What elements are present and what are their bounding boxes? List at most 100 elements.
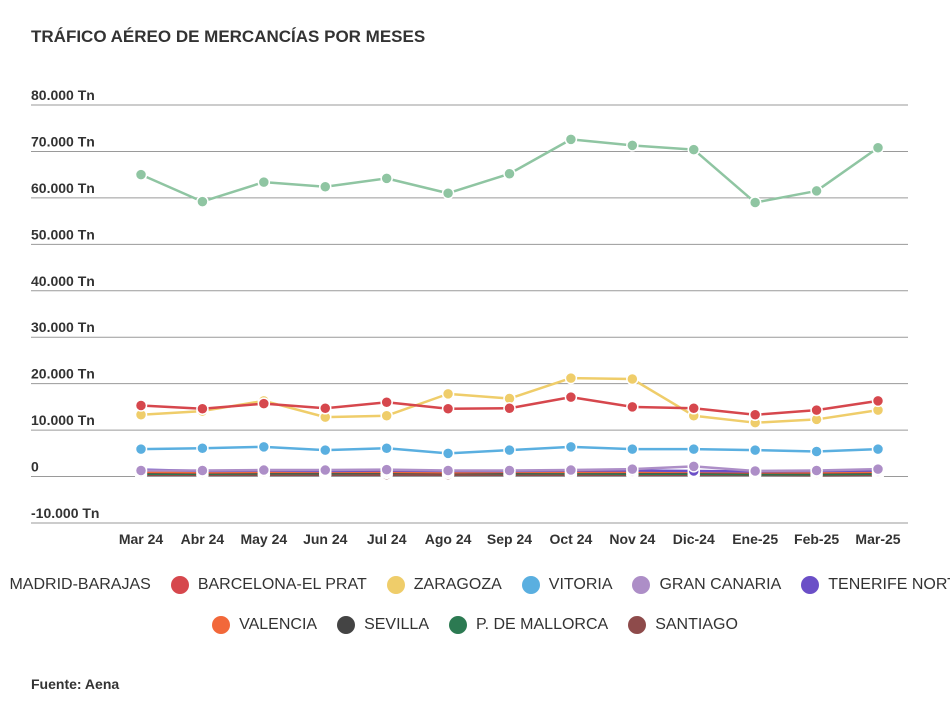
y-tick-label-6: 20.000 Tn (31, 366, 95, 382)
data-point-barcelona-el-prat-7 (564, 390, 578, 404)
data-point-barcelona-el-prat-4 (380, 395, 393, 409)
data-point-vitoria-1 (196, 441, 209, 455)
legend-marker (337, 616, 356, 634)
data-point-madrid-barajas-3 (319, 180, 332, 193)
x-tick-label-4: Jul 24 (367, 531, 407, 547)
data-point-madrid-barajas-0 (134, 168, 148, 181)
legend-marker (801, 576, 820, 594)
legend-marker (632, 576, 651, 594)
legend-item-gran-canaria[interactable]: GRAN CANARIA (632, 576, 781, 594)
data-point-vitoria-9 (687, 442, 700, 456)
legend-label: ZARAGOZA (413, 576, 502, 593)
legend-item-sevilla[interactable]: SEVILLA (337, 616, 429, 634)
data-point-vitoria-8 (626, 442, 639, 456)
data-point-madrid-barajas-2 (257, 175, 271, 189)
x-tick-label-9: Dic-24 (673, 531, 715, 547)
data-point-madrid-barajas-6 (503, 167, 516, 180)
legend-label: MADRID-BARAJAS (9, 576, 151, 593)
data-point-gran-canaria-9 (687, 460, 700, 473)
data-point-barcelona-el-prat-10 (748, 408, 762, 422)
data-point-barcelona-el-prat-11 (810, 403, 823, 417)
data-point-barcelona-el-prat-8 (626, 400, 639, 414)
legend-row-2: VALENCIA SEVILLA P. DE MALLORCA SANTIAGO (0, 616, 950, 634)
data-point-gran-canaria-12 (871, 462, 885, 476)
data-point-zaragoza-7 (564, 371, 578, 385)
data-point-vitoria-7 (564, 440, 578, 454)
y-tick-label-5: 30.000 Tn (31, 319, 95, 335)
data-point-madrid-barajas-5 (441, 186, 455, 200)
data-point-gran-canaria-2 (257, 463, 271, 477)
x-tick-label-2: May 24 (240, 531, 287, 547)
legend-label: VALENCIA (239, 616, 318, 633)
data-point-barcelona-el-prat-0 (134, 399, 148, 412)
source-note: Fuente: Aena (31, 676, 120, 692)
legend-item-zaragoza[interactable]: ZARAGOZA (386, 576, 502, 594)
legend-label: SANTIAGO (655, 616, 738, 633)
legend-item-barcelona-el-prat[interactable]: BARCELONA-EL PRAT (170, 576, 367, 594)
data-point-gran-canaria-8 (626, 462, 639, 476)
data-point-gran-canaria-6 (503, 464, 516, 477)
legend-item-vitoria[interactable]: VITORIA (521, 576, 613, 594)
legend-label: SEVILLA (364, 616, 429, 633)
legend-item-p-de-mallorca[interactable]: P. DE MALLORCA (449, 616, 608, 634)
data-point-gran-canaria-3 (319, 463, 332, 477)
data-point-vitoria-4 (380, 441, 393, 455)
y-tick-label-0: 80.000 Tn (31, 87, 95, 103)
data-point-madrid-barajas-8 (626, 139, 639, 152)
data-point-barcelona-el-prat-1 (196, 402, 209, 415)
data-point-barcelona-el-prat-12 (871, 394, 885, 408)
legend-row-1: MADRID-BARAJAS BARCELONA-EL PRAT ZARAGOZA V… (0, 576, 950, 594)
data-point-madrid-barajas-11 (810, 184, 823, 198)
legend-label: GRAN CANARIA (659, 576, 782, 593)
y-tick-label-7: 10.000 Tn (31, 412, 95, 428)
legend-label: VITORIA (548, 576, 613, 593)
data-point-barcelona-el-prat-5 (441, 402, 455, 415)
y-tick-label-3: 50.000 Tn (31, 226, 95, 242)
x-tick-label-7: Oct 24 (550, 531, 593, 547)
x-tick-label-6: Sep 24 (487, 531, 532, 547)
data-point-madrid-barajas-9 (687, 143, 700, 156)
data-point-gran-canaria-1 (196, 464, 209, 477)
legend-item-valencia[interactable]: VALENCIA (212, 616, 317, 634)
legend-marker (449, 616, 467, 634)
data-point-zaragoza-8 (626, 372, 639, 386)
x-tick-label-1: Abr 24 (181, 531, 225, 547)
legend-marker (628, 616, 647, 634)
legend-label: P. DE MALLORCA (476, 616, 609, 633)
data-point-zaragoza-4 (380, 409, 393, 422)
data-point-vitoria-0 (134, 442, 148, 456)
data-point-madrid-barajas-12 (871, 141, 885, 154)
legend-label: TENERIFE NORTE (828, 576, 950, 593)
data-point-vitoria-11 (810, 445, 823, 458)
x-tick-label-5: Ago 24 (425, 531, 472, 547)
data-point-madrid-barajas-10 (748, 196, 762, 209)
y-tick-label-1: 70.000 Tn (31, 133, 95, 149)
data-point-gran-canaria-11 (810, 464, 823, 477)
y-tick-label-8: 0 (31, 459, 39, 475)
y-tick-label-2: 60.000 Tn (31, 180, 95, 196)
data-point-barcelona-el-prat-6 (503, 402, 516, 415)
x-tick-label-11: Feb-25 (794, 531, 839, 547)
data-point-vitoria-2 (257, 440, 271, 454)
data-point-gran-canaria-10 (748, 464, 762, 478)
data-point-vitoria-10 (748, 443, 762, 457)
x-tick-label-8: Nov 24 (609, 531, 655, 547)
x-tick-label-3: Jun 24 (303, 531, 348, 547)
data-point-barcelona-el-prat-9 (687, 402, 700, 415)
data-point-madrid-barajas-7 (564, 133, 578, 146)
legend-item-santiago[interactable]: SANTIAGO (628, 616, 738, 634)
data-point-gran-canaria-4 (380, 463, 393, 476)
legend-marker (212, 616, 231, 634)
legend-item-tenerife-norte[interactable]: TENERIFE NORTE (801, 576, 950, 594)
x-tick-label-12: Mar-25 (855, 531, 900, 547)
data-point-gran-canaria-5 (441, 464, 455, 477)
legend-marker (521, 576, 540, 594)
data-point-vitoria-5 (441, 447, 455, 460)
data-point-madrid-barajas-4 (380, 172, 393, 185)
data-point-vitoria-12 (871, 442, 885, 456)
data-point-barcelona-el-prat-3 (319, 402, 332, 415)
data-point-gran-canaria-0 (134, 464, 148, 477)
data-point-barcelona-el-prat-2 (257, 397, 271, 410)
legend-marker (386, 576, 405, 594)
legend-item-madrid-barajas[interactable]: MADRID-BARAJAS (0, 576, 151, 594)
